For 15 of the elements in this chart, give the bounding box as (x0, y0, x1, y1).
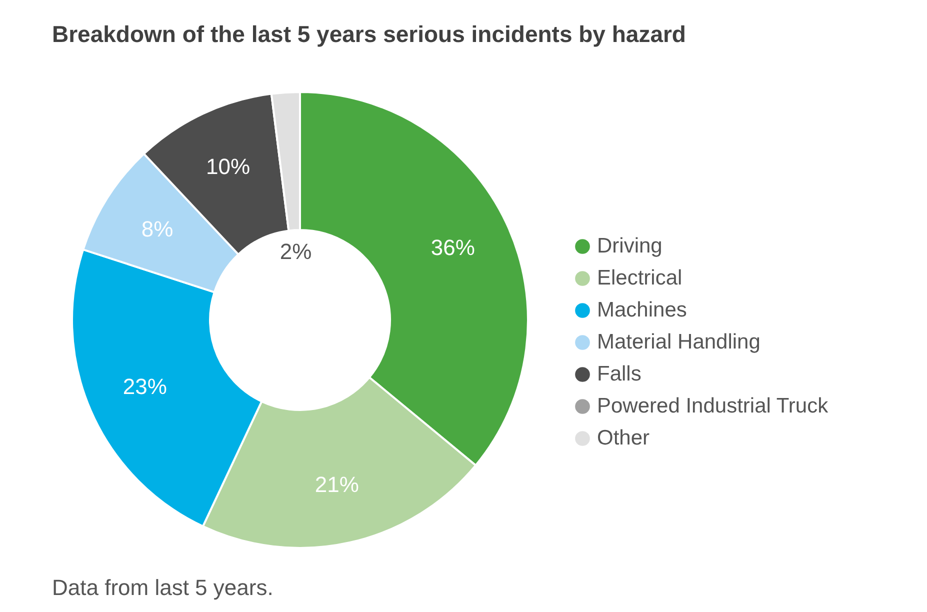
data-label: 10% (206, 154, 250, 180)
data-label: 23% (122, 374, 167, 400)
text: Data from last 5 years. (52, 575, 274, 600)
legend-label: Driving (597, 234, 662, 258)
legend-label: Electrical (597, 266, 682, 290)
data-label: 8% (141, 216, 174, 242)
data-label: 36% (430, 235, 475, 260)
legend-label: Other (597, 426, 650, 450)
legend-label: Machines (597, 298, 687, 322)
data-label: 2% (280, 239, 312, 264)
legend-label: Material Handling (597, 330, 760, 354)
chart-title: Breakdown of the last 5 years serious incidents by hazard (52, 21, 686, 47)
data-label: 21% (314, 472, 359, 497)
legend-label: Powered Industrial Truck (597, 394, 829, 418)
legend-label: Falls (597, 362, 642, 386)
